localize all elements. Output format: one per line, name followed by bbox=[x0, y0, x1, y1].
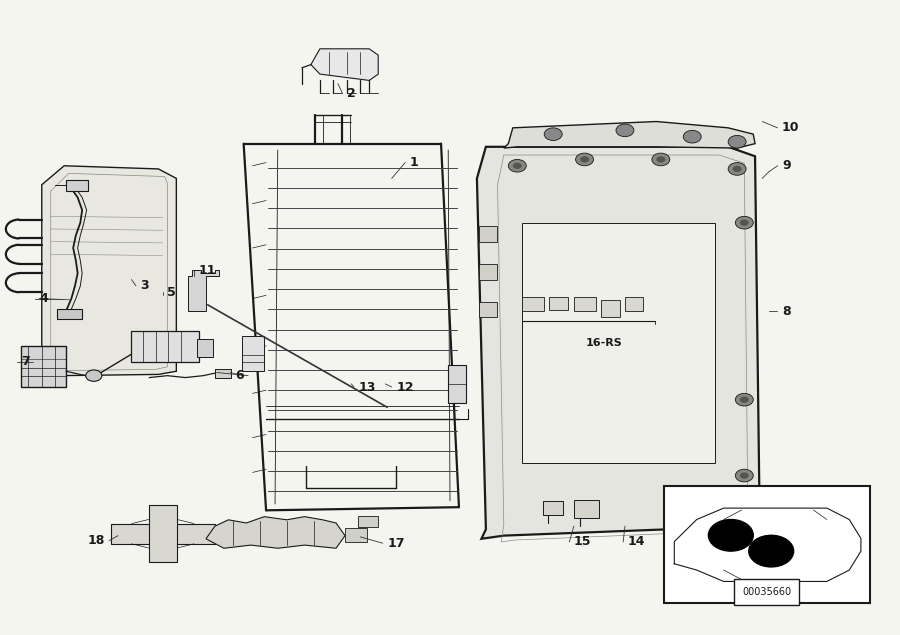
Bar bbox=[663, 486, 870, 603]
Bar bbox=[21, 346, 66, 387]
Bar bbox=[448, 365, 466, 403]
Bar bbox=[522, 297, 544, 311]
Bar bbox=[574, 500, 599, 518]
Polygon shape bbox=[206, 517, 345, 548]
Ellipse shape bbox=[815, 505, 838, 515]
Ellipse shape bbox=[815, 575, 838, 584]
Polygon shape bbox=[504, 121, 755, 148]
Text: 14: 14 bbox=[627, 535, 645, 549]
Text: 1: 1 bbox=[410, 156, 418, 169]
Ellipse shape bbox=[699, 575, 722, 584]
Ellipse shape bbox=[699, 505, 722, 515]
Text: 10: 10 bbox=[782, 121, 799, 135]
Polygon shape bbox=[111, 524, 215, 544]
Circle shape bbox=[544, 128, 562, 140]
Polygon shape bbox=[148, 505, 177, 562]
Bar bbox=[197, 339, 213, 357]
Circle shape bbox=[652, 153, 670, 166]
Circle shape bbox=[616, 124, 634, 137]
Bar bbox=[242, 337, 265, 371]
Circle shape bbox=[708, 519, 753, 551]
Bar bbox=[544, 501, 563, 515]
Bar bbox=[600, 300, 620, 318]
Text: 6: 6 bbox=[235, 369, 244, 382]
Circle shape bbox=[513, 163, 522, 169]
Text: 15: 15 bbox=[574, 535, 591, 549]
Text: 3: 3 bbox=[140, 279, 149, 292]
Text: 17: 17 bbox=[387, 537, 405, 550]
Circle shape bbox=[740, 472, 749, 479]
Circle shape bbox=[580, 156, 590, 163]
Text: 7: 7 bbox=[21, 355, 30, 368]
Bar bbox=[522, 223, 715, 463]
Circle shape bbox=[735, 393, 753, 406]
Bar bbox=[479, 302, 497, 318]
Circle shape bbox=[576, 153, 594, 166]
Text: 2: 2 bbox=[346, 86, 356, 100]
Bar bbox=[66, 180, 88, 191]
Bar bbox=[215, 369, 231, 378]
Bar bbox=[479, 264, 497, 279]
Polygon shape bbox=[310, 49, 378, 81]
Bar bbox=[131, 331, 199, 362]
Circle shape bbox=[740, 396, 749, 403]
Text: 9: 9 bbox=[782, 159, 790, 172]
Circle shape bbox=[749, 535, 794, 567]
Circle shape bbox=[728, 135, 746, 148]
Bar bbox=[57, 309, 82, 319]
Circle shape bbox=[733, 166, 742, 172]
Bar bbox=[358, 516, 378, 528]
Polygon shape bbox=[477, 147, 760, 538]
Polygon shape bbox=[188, 270, 220, 311]
Circle shape bbox=[683, 130, 701, 143]
Text: 13: 13 bbox=[358, 380, 376, 394]
Text: 00035660: 00035660 bbox=[742, 587, 791, 597]
Polygon shape bbox=[41, 166, 176, 376]
Circle shape bbox=[740, 220, 749, 226]
Text: 8: 8 bbox=[782, 305, 790, 318]
Bar bbox=[625, 297, 643, 311]
Text: 11: 11 bbox=[199, 264, 216, 277]
Circle shape bbox=[735, 469, 753, 482]
Circle shape bbox=[728, 163, 746, 175]
Bar bbox=[345, 528, 367, 542]
Text: 18: 18 bbox=[87, 534, 104, 547]
Text: 5: 5 bbox=[167, 286, 176, 298]
Bar bbox=[479, 226, 497, 242]
Circle shape bbox=[86, 370, 102, 382]
Bar bbox=[574, 297, 596, 311]
Circle shape bbox=[508, 159, 526, 172]
Bar bbox=[549, 297, 569, 310]
Circle shape bbox=[735, 217, 753, 229]
Text: 4: 4 bbox=[39, 292, 48, 305]
Circle shape bbox=[656, 156, 665, 163]
Text: 16-RS: 16-RS bbox=[586, 338, 623, 348]
Text: 12: 12 bbox=[396, 380, 414, 394]
